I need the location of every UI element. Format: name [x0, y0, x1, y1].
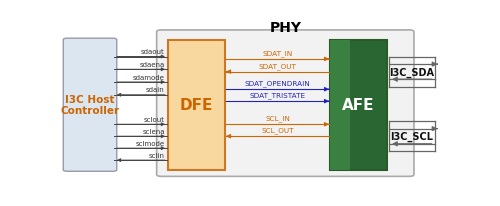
Text: SCL_IN: SCL_IN — [265, 115, 290, 122]
Text: AFE: AFE — [342, 97, 375, 112]
Text: SDAT_IN: SDAT_IN — [262, 50, 292, 57]
Text: sclmode: sclmode — [136, 140, 165, 146]
Text: sdaout: sdaout — [141, 49, 165, 55]
Text: PHY: PHY — [270, 21, 302, 35]
Text: sclout: sclout — [144, 116, 165, 122]
Text: I3C_SCL: I3C_SCL — [390, 131, 434, 142]
Text: DFE: DFE — [180, 97, 214, 112]
Bar — [168, 41, 225, 170]
Bar — [330, 41, 350, 170]
Bar — [330, 41, 387, 170]
Text: SDAT_OUT: SDAT_OUT — [258, 63, 296, 69]
Text: sdaena: sdaena — [140, 62, 165, 68]
Text: I3C_SDA: I3C_SDA — [390, 67, 434, 77]
Text: SDAT_OPENDRAIN: SDAT_OPENDRAIN — [244, 80, 310, 87]
FancyBboxPatch shape — [64, 39, 117, 171]
Text: sclena: sclena — [142, 128, 165, 134]
Text: sdain: sdain — [146, 87, 165, 93]
Text: SDAT_TRISTATE: SDAT_TRISTATE — [250, 92, 306, 99]
Text: sdamode: sdamode — [133, 74, 165, 80]
Text: sclin: sclin — [149, 152, 165, 158]
FancyBboxPatch shape — [156, 31, 414, 177]
Text: SCL_OUT: SCL_OUT — [262, 127, 294, 134]
Text: I3C Host
Controller: I3C Host Controller — [60, 94, 120, 116]
